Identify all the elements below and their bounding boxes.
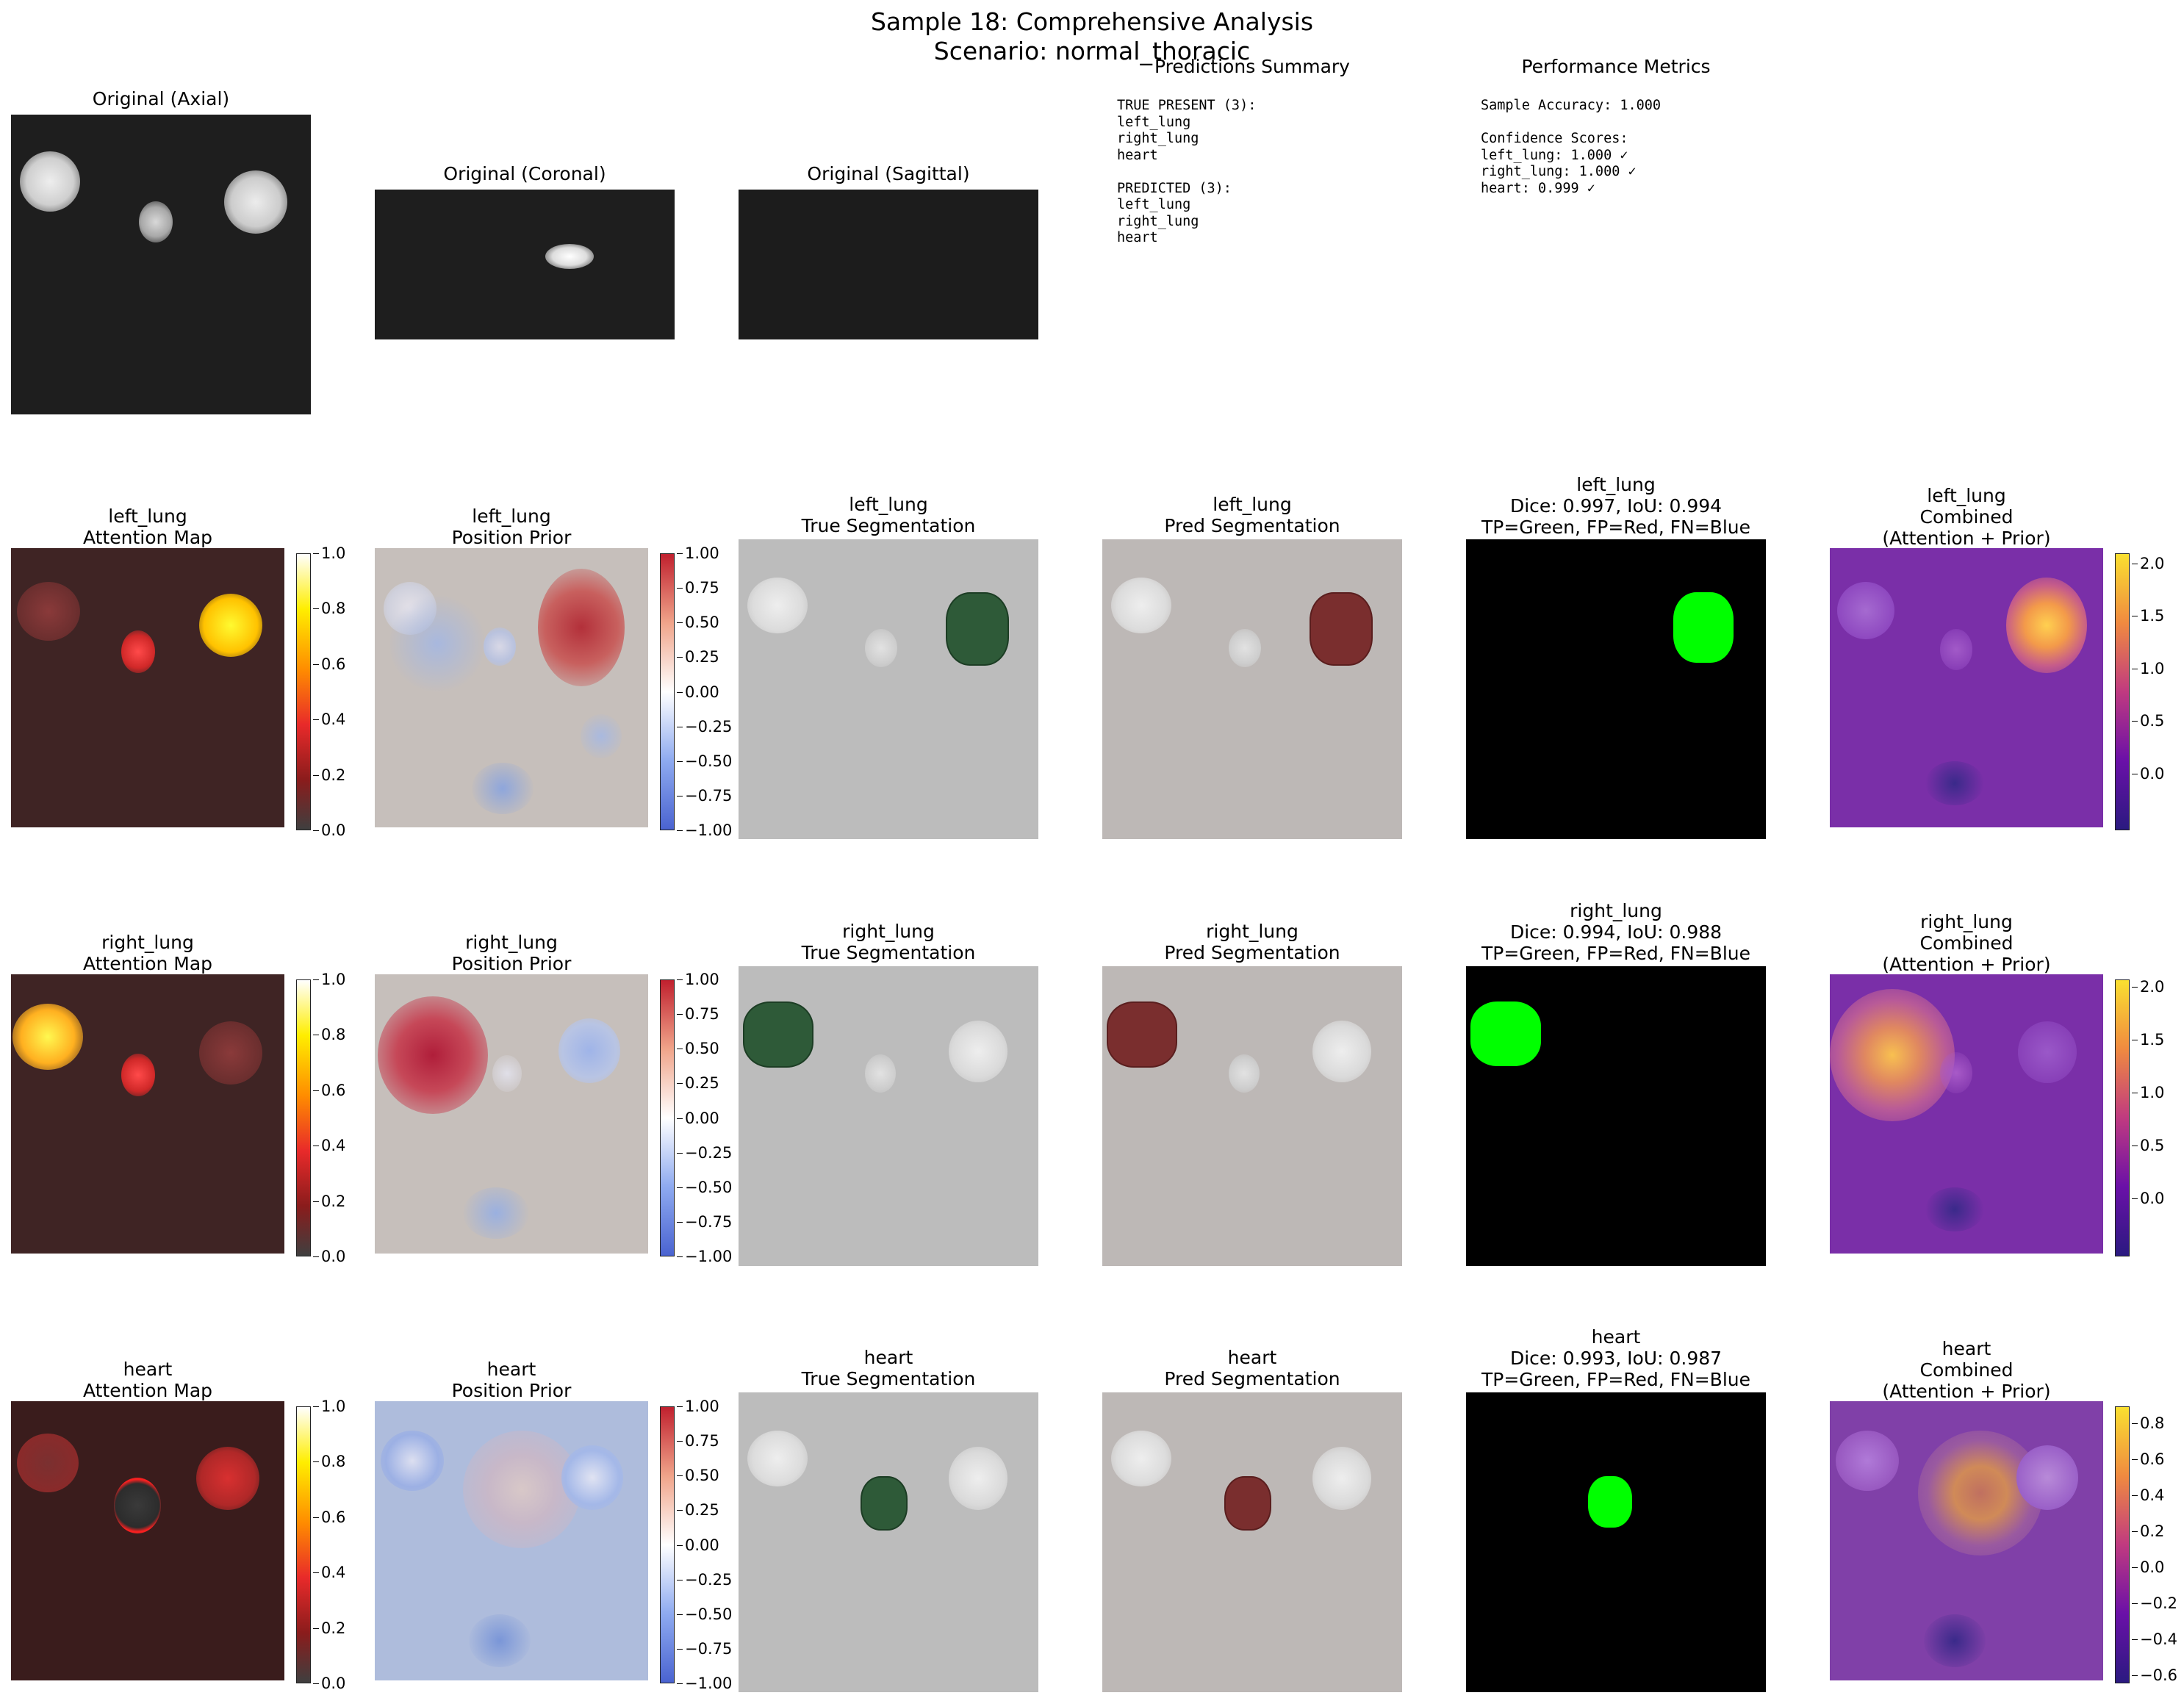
attention-colorbar-1 [296,553,311,830]
metrics-title: Performance Metrics [1521,56,1711,77]
prior-colorbar-2 [660,979,675,1256]
sagittal-image [739,190,1038,339]
figure-title-line2: Scenario: normal_thoracic [933,37,1251,65]
right-lung-true-title: right_lung True Segmentation [801,921,976,963]
heart-pred-segmentation [1102,1392,1402,1692]
right-lung-attention-title: right_lung Attention Map [82,932,213,974]
figure-title-line1: Sample 18: Comprehensive Analysis [870,7,1314,36]
right-lung-combined-map [1830,974,2103,1254]
right-lung-overlap-map [1466,966,1766,1266]
left-lung-true-title: left_lung True Segmentation [801,494,976,536]
coronal-title: Original (Coronal) [443,163,606,184]
heart-true-segmentation [739,1392,1038,1692]
heart-prior-title: heart Position Prior [451,1359,572,1401]
right-lung-position-prior [375,974,648,1254]
right-lung-prior-title: right_lung Position Prior [451,932,572,974]
right-lung-attention-map [11,974,284,1254]
prior-colorbar-3 [660,1406,675,1683]
left-lung-position-prior [375,548,648,827]
left-lung-attention-map [11,548,284,827]
heart-overlap-map [1466,1392,1766,1692]
summary-text: TRUE PRESENT (3): left_lung right_lung h… [1117,98,1257,245]
heart-true-title: heart True Segmentation [801,1347,976,1389]
prior-colorbar-1 [660,553,675,830]
heart-position-prior [375,1401,648,1680]
left-lung-pred-segmentation [1102,539,1402,839]
combined-colorbar-2 [2115,979,2130,1256]
left-lung-true-segmentation [739,539,1038,839]
left-lung-prior-title: left_lung Position Prior [451,506,572,548]
heart-overlap-title: heart Dice: 0.993, IoU: 0.987 TP=Green, … [1481,1326,1751,1390]
attention-colorbar-3 [296,1406,311,1683]
heart-combined-title: heart Combined (Attention + Prior) [1882,1338,2051,1402]
heart-pred-title: heart Pred Segmentation [1164,1347,1340,1389]
left-lung-pred-title: left_lung Pred Segmentation [1164,494,1340,536]
left-lung-combined-title: left_lung Combined (Attention + Prior) [1882,485,2051,549]
left-lung-attention-title: left_lung Attention Map [82,506,213,548]
heart-attention-map [11,1401,284,1680]
attention-colorbar-2 [296,979,311,1256]
left-lung-combined-map [1830,548,2103,827]
axial-title: Original (Axial) [92,88,230,109]
right-lung-pred-title: right_lung Pred Segmentation [1164,921,1340,963]
right-lung-true-segmentation [739,966,1038,1266]
axial-image [11,115,311,414]
combined-colorbar-3 [2115,1406,2130,1683]
left-lung-overlap-title: left_lung Dice: 0.997, IoU: 0.994 TP=Gre… [1481,474,1751,538]
right-lung-combined-title: right_lung Combined (Attention + Prior) [1882,911,2051,975]
sagittal-title: Original (Sagittal) [807,163,970,184]
coronal-image [375,190,675,339]
summary-title: Predictions Summary [1154,56,1350,77]
right-lung-overlap-title: right_lung Dice: 0.994, IoU: 0.988 TP=Gr… [1481,900,1751,964]
right-lung-pred-segmentation [1102,966,1402,1266]
heart-attention-title: heart Attention Map [82,1359,213,1401]
metrics-text: Sample Accuracy: 1.000 Confidence Scores… [1481,98,1662,196]
heart-combined-map [1830,1401,2103,1680]
left-lung-overlap-map [1466,539,1766,839]
figure-title: Sample 18: Comprehensive Analysis Scenar… [0,7,2184,66]
combined-colorbar-1 [2115,553,2130,830]
